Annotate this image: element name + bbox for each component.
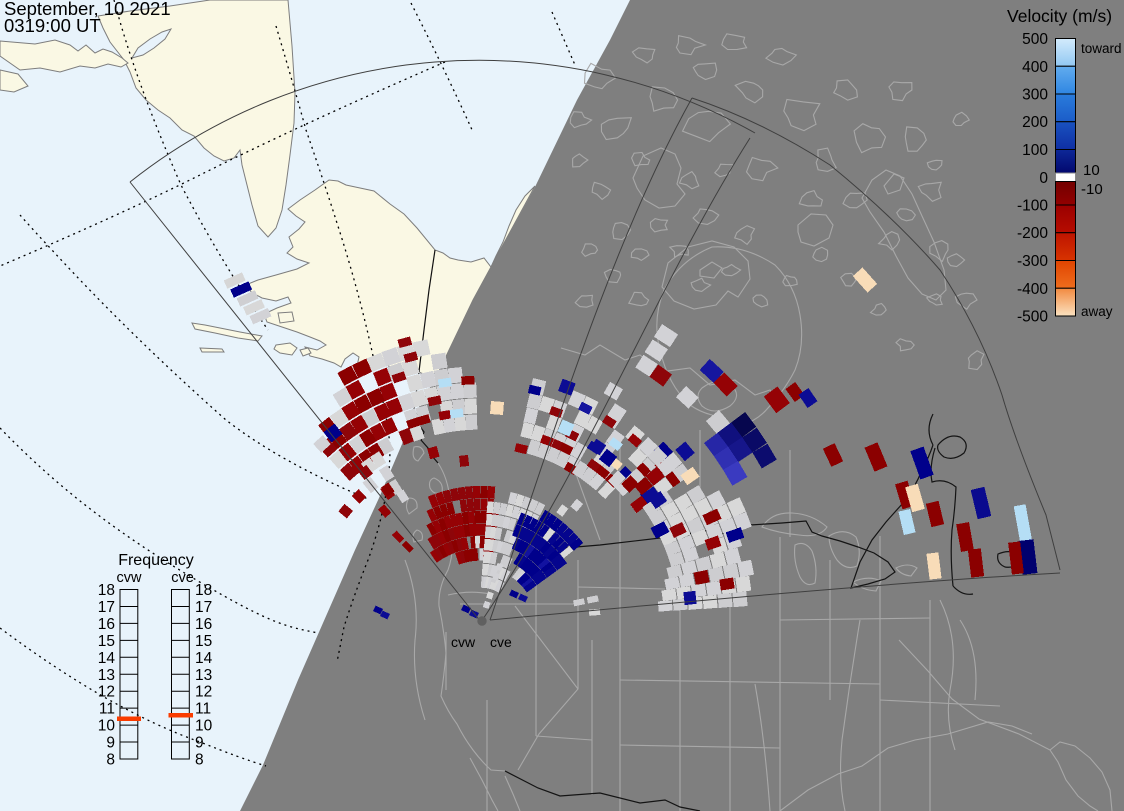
- svg-text:14: 14: [195, 650, 213, 667]
- svg-text:Velocity (m/s): Velocity (m/s): [1007, 6, 1112, 26]
- svg-text:-500: -500: [1017, 309, 1048, 326]
- svg-text:10: 10: [1083, 162, 1100, 179]
- svg-text:cve: cve: [171, 570, 194, 586]
- svg-text:-100: -100: [1017, 198, 1048, 215]
- svg-text:-400: -400: [1017, 281, 1048, 298]
- svg-text:12: 12: [98, 684, 115, 701]
- svg-text:14: 14: [98, 650, 116, 667]
- svg-text:17: 17: [195, 599, 212, 616]
- svg-text:cvw: cvw: [117, 570, 143, 586]
- svg-text:16: 16: [195, 616, 212, 633]
- svg-text:200: 200: [1022, 114, 1048, 131]
- svg-text:10: 10: [195, 718, 213, 735]
- svg-text:16: 16: [98, 616, 115, 633]
- svg-text:15: 15: [98, 633, 115, 650]
- svg-text:0319:00 UT: 0319:00 UT: [4, 15, 101, 36]
- svg-text:13: 13: [195, 667, 212, 684]
- svg-text:0: 0: [1039, 170, 1048, 187]
- svg-text:300: 300: [1022, 87, 1048, 104]
- svg-text:15: 15: [195, 633, 212, 650]
- svg-text:9: 9: [106, 735, 115, 752]
- svg-text:away: away: [1081, 304, 1113, 319]
- svg-text:toward: toward: [1081, 41, 1122, 56]
- svg-text:Frequency: Frequency: [118, 552, 194, 569]
- svg-text:September, 10 2021: September, 10 2021: [4, 0, 171, 19]
- svg-text:500: 500: [1022, 31, 1048, 48]
- svg-text:18: 18: [195, 582, 212, 599]
- svg-text:cvw: cvw: [451, 634, 476, 650]
- svg-text:100: 100: [1022, 142, 1048, 159]
- svg-text:-300: -300: [1017, 253, 1048, 270]
- svg-text:400: 400: [1022, 59, 1048, 76]
- svg-text:-200: -200: [1017, 225, 1048, 242]
- svg-text:8: 8: [195, 752, 204, 769]
- svg-text:-10: -10: [1081, 181, 1103, 198]
- svg-text:cve: cve: [490, 634, 512, 650]
- svg-text:13: 13: [98, 667, 115, 684]
- svg-text:17: 17: [98, 599, 115, 616]
- svg-text:11: 11: [195, 701, 211, 718]
- svg-text:8: 8: [106, 752, 115, 769]
- svg-text:10: 10: [98, 718, 116, 735]
- svg-text:18: 18: [98, 582, 115, 599]
- svg-text:9: 9: [195, 735, 204, 752]
- svg-text:11: 11: [99, 701, 115, 718]
- svg-text:12: 12: [195, 684, 212, 701]
